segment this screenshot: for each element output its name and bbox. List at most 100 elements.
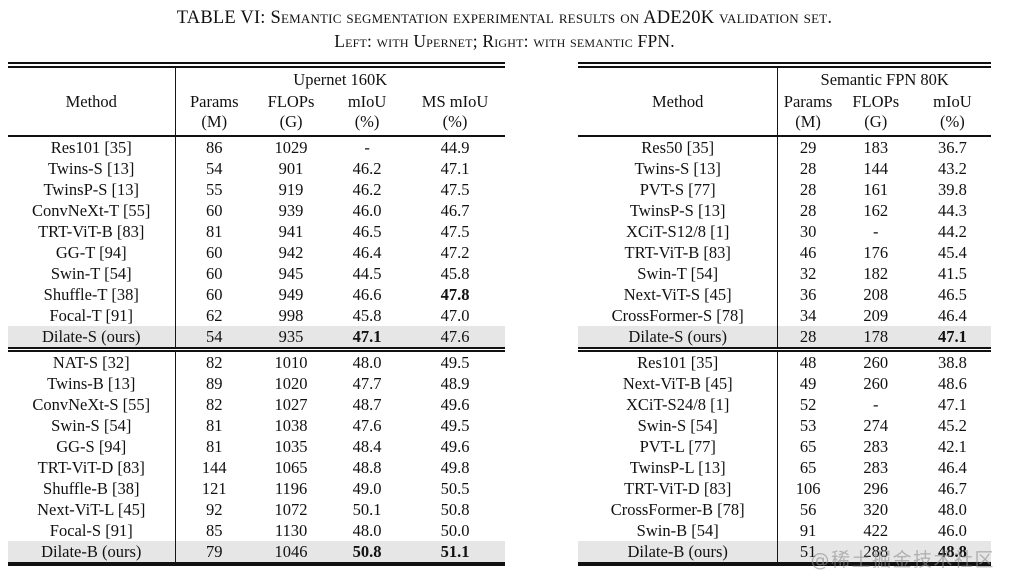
value-cell: 60	[206, 285, 223, 304]
value-cell: 1072	[274, 500, 308, 519]
method-cell: TwinsP-S [13]	[578, 200, 779, 221]
method-cell: CrossFormer-B [78]	[578, 499, 779, 520]
table-row: Dilate-S (ours) 28 178 47.1	[578, 326, 991, 350]
value-cell: 162	[863, 201, 889, 220]
table-row: Next-ViT-L [45] 92 1072 50.1 50.8	[8, 499, 505, 520]
value-cell: 1029	[274, 138, 308, 157]
table-header: Method Semantic FPN 80K Params (M) FLOPs (G) m…	[578, 65, 991, 136]
value-cell: 47.1	[352, 327, 382, 346]
value-cell: 29	[799, 138, 817, 157]
value-cell: 60	[206, 201, 223, 220]
method-cell: PVT-S [77]	[578, 179, 779, 200]
value-cell: 49.8	[440, 458, 470, 477]
table-row: Dilate-S (ours) 54 935 47.1 47.6	[8, 326, 505, 350]
upernet-table-container: Method Upernet 160K Params (M) FLOPs (G) mIoU(…	[8, 62, 505, 566]
value-cell: 935	[278, 327, 304, 346]
table-row: PVT-L [77] 65 283 42.1	[578, 436, 991, 457]
column-header: Params (M)	[783, 92, 833, 131]
row-group: Res101 [35] 86 1029 - 44.9 Twins-S [13] 54 901 4…	[8, 136, 505, 350]
table-row: XCiT-S12/8 [1] 30 - 44.2	[578, 221, 991, 242]
table-row: Swin-S [54] 53 274 45.2	[578, 415, 991, 436]
value-cell: 46.4	[937, 306, 967, 325]
table-row: Res50 [35] 29 183 36.7	[578, 136, 991, 158]
value-cell: 183	[863, 138, 889, 157]
value-cell: 50.5	[440, 479, 470, 498]
column-header: mIoU (%)	[933, 92, 972, 131]
value-cell: 89	[206, 374, 223, 393]
span-header: Upernet 160K	[293, 70, 388, 89]
value-cell: 48.9	[440, 374, 470, 393]
table-row: Twins-B [13] 89 1020 47.7 48.9	[8, 373, 505, 394]
value-cell: 283	[863, 437, 889, 456]
value-cell: 51	[799, 542, 817, 561]
value-cell: 48.0	[352, 353, 382, 372]
table-row: Twins-S [13] 54 901 46.2 47.1	[8, 158, 505, 179]
value-cell: 46.2	[352, 180, 382, 199]
table-row: Swin-T [54] 32 182 41.5	[578, 263, 991, 284]
table-row: Dilate-B (ours) 79 1046 50.8 51.1	[8, 541, 505, 564]
method-cell: Swin-T [54]	[578, 263, 779, 284]
table-row: Shuffle-B [38] 121 1196 49.0 50.5	[8, 478, 505, 499]
value-cell: 106	[795, 479, 821, 498]
value-cell: 46.0	[937, 521, 967, 540]
value-cell: 28	[799, 327, 817, 346]
method-cell: Focal-T [91]	[8, 305, 176, 326]
table-row: Swin-S [54] 81 1038 47.6 49.5	[8, 415, 505, 436]
value-cell: 46	[799, 243, 817, 262]
method-column-header: Method	[8, 65, 176, 136]
value-cell: 47.0	[440, 306, 470, 325]
value-cell: 46.5	[937, 285, 967, 304]
method-cell: Next-ViT-B [45]	[578, 373, 779, 394]
value-cell: 28	[799, 201, 817, 220]
value-cell: 47.5	[440, 180, 470, 199]
value-cell: 49.5	[440, 416, 470, 435]
table-caption-line1: TABLE VI: Semantic segmentation experime…	[176, 8, 833, 28]
value-cell: 1020	[274, 374, 308, 393]
table-row: NAT-S [32] 82 1010 48.0 49.5	[8, 349, 505, 373]
span-header: Semantic FPN 80K	[820, 70, 949, 89]
value-cell: -	[873, 395, 879, 414]
value-cell: 121	[201, 479, 227, 498]
value-cell: -	[364, 138, 370, 157]
method-cell: GG-T [94]	[8, 242, 176, 263]
value-cell: 44.2	[937, 222, 967, 241]
value-cell: 48.6	[937, 374, 967, 393]
table-row: Res101 [35] 86 1029 - 44.9	[8, 136, 505, 158]
value-cell: 48.8	[352, 458, 382, 477]
method-cell: Res101 [35]	[578, 349, 779, 373]
table-row: TRT-ViT-D [83] 106 296 46.7	[578, 478, 991, 499]
value-cell: 47.8	[440, 285, 470, 304]
value-cell: 46.6	[352, 285, 382, 304]
table-row: XCiT-S24/8 [1] 52 - 47.1	[578, 394, 991, 415]
value-cell: 47.6	[440, 327, 470, 346]
table-row: TwinsP-S [13] 28 162 44.3	[578, 200, 991, 221]
value-cell: 209	[863, 306, 889, 325]
value-cell: 47.2	[440, 243, 470, 262]
value-cell: 144	[863, 159, 889, 178]
column-header: mIoU (%)	[347, 92, 387, 131]
table-row: Res101 [35] 48 260 38.8	[578, 349, 991, 373]
fpn-table-container: Method Semantic FPN 80K Params (M) FLOPs (G) m…	[578, 62, 991, 566]
method-cell: Twins-B [13]	[8, 373, 176, 394]
value-cell: 50.0	[440, 521, 470, 540]
method-cell: Swin-S [54]	[578, 415, 779, 436]
method-cell: TwinsP-L [13]	[578, 457, 779, 478]
value-cell: 47.1	[440, 159, 470, 178]
table-row: Next-ViT-B [45] 49 260 48.6	[578, 373, 991, 394]
value-cell: 54	[206, 159, 223, 178]
value-cell: 283	[863, 458, 889, 477]
value-cell: 47.7	[352, 374, 382, 393]
value-cell: 86	[206, 138, 223, 157]
value-cell: 47.1	[937, 395, 967, 414]
value-cell: 48.0	[937, 500, 967, 519]
value-cell: 274	[863, 416, 889, 435]
value-cell: 161	[863, 180, 889, 199]
value-cell: 46.7	[440, 201, 470, 220]
value-cell: 41.5	[937, 264, 967, 283]
value-cell: 50.8	[352, 542, 382, 561]
value-cell: 144	[201, 458, 227, 477]
method-cell: Shuffle-T [38]	[8, 284, 176, 305]
value-cell: 1065	[274, 458, 308, 477]
upernet-table: Method Upernet 160K Params (M) FLOPs (G) mIoU(…	[8, 62, 505, 566]
method-cell: Res50 [35]	[578, 136, 779, 158]
